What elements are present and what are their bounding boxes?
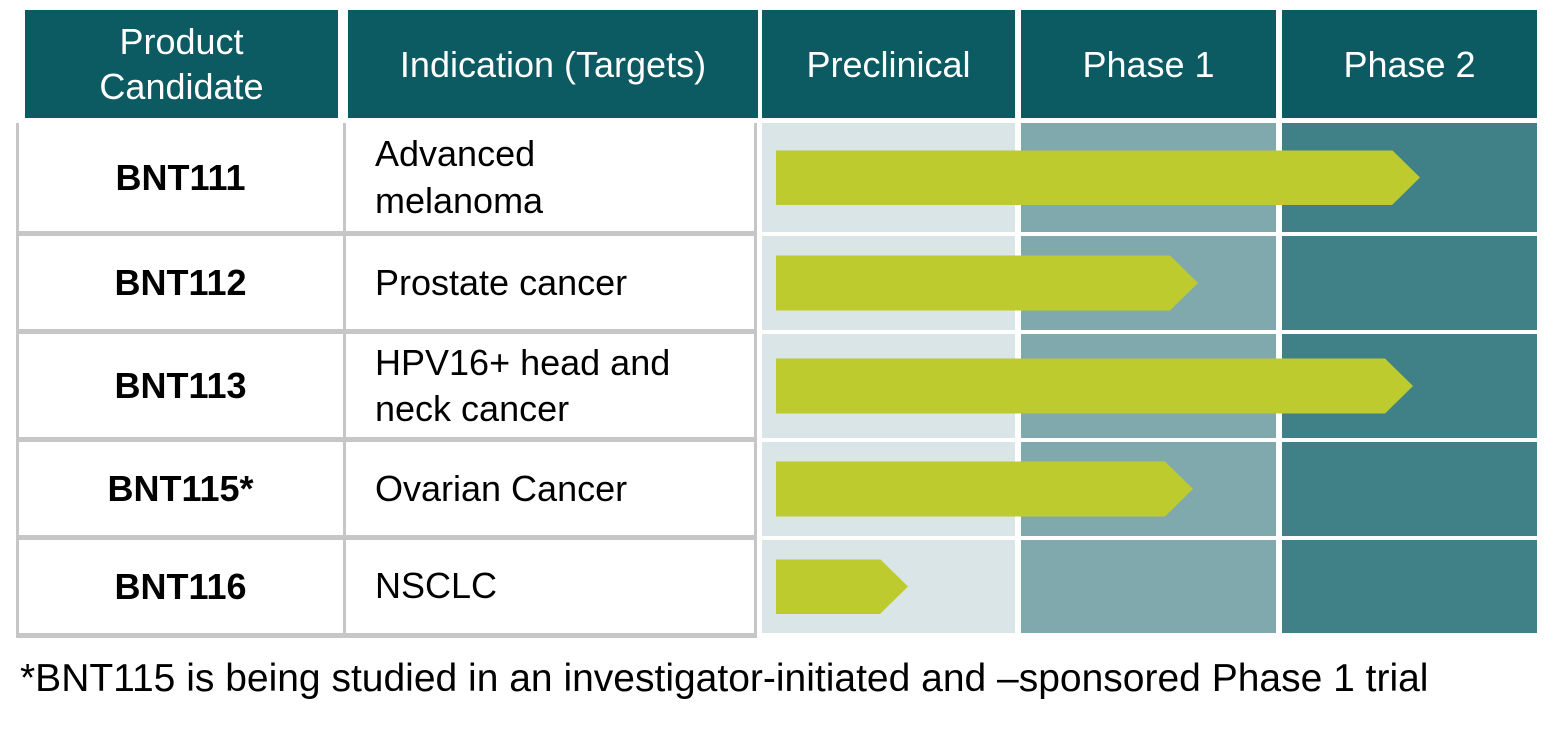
progress-arrow <box>776 559 908 614</box>
indication-cell: Prostate cancer <box>347 236 755 330</box>
row-divider <box>17 231 757 236</box>
header-cell-indication: Indication (Targets) <box>348 10 758 118</box>
column-divider <box>754 123 757 638</box>
progress-arrow <box>776 462 1193 517</box>
footnote: *BNT115 is being studied in an investiga… <box>20 657 1429 700</box>
candidate-cell: BNT115* <box>17 442 344 536</box>
progress-arrow <box>776 256 1198 311</box>
table-row: BNT113 HPV16+ head and neck cancer <box>0 334 1564 438</box>
column-divider <box>343 123 346 638</box>
indication-cell: HPV16+ head and neck cancer <box>347 334 755 438</box>
candidate-cell: BNT113 <box>17 334 344 438</box>
candidate-cell: BNT112 <box>17 236 344 330</box>
phase2-cell <box>1282 540 1537 633</box>
row-divider <box>17 437 757 442</box>
row-divider <box>17 535 757 540</box>
header-cell-phase2: Phase 2 <box>1282 10 1537 118</box>
indication-cell: NSCLC <box>347 540 755 633</box>
header-cell-phase1: Phase 1 <box>1021 10 1276 118</box>
row-divider <box>17 329 757 334</box>
indication-cell: Ovarian Cancer <box>347 442 755 536</box>
row-divider <box>17 633 757 638</box>
progress-arrow <box>776 359 1413 414</box>
candidate-cell: BNT111 <box>17 123 344 232</box>
candidate-cell: BNT116 <box>17 540 344 633</box>
progress-arrow <box>776 150 1420 205</box>
table-row: BNT112 Prostate cancer <box>0 236 1564 330</box>
table-row: BNT115* Ovarian Cancer <box>0 442 1564 536</box>
phase1-cell <box>1021 540 1276 633</box>
phase2-cell <box>1282 236 1537 330</box>
header-cell-product-candidate: Product Candidate <box>25 10 338 118</box>
header-cell-preclinical: Preclinical <box>762 10 1015 118</box>
table-row: BNT116 NSCLC <box>0 540 1564 633</box>
indication-cell: Advanced melanoma <box>347 123 755 232</box>
table-row: BNT111 Advanced melanoma <box>0 123 1564 232</box>
column-divider <box>16 123 19 638</box>
phase2-cell <box>1282 442 1537 536</box>
